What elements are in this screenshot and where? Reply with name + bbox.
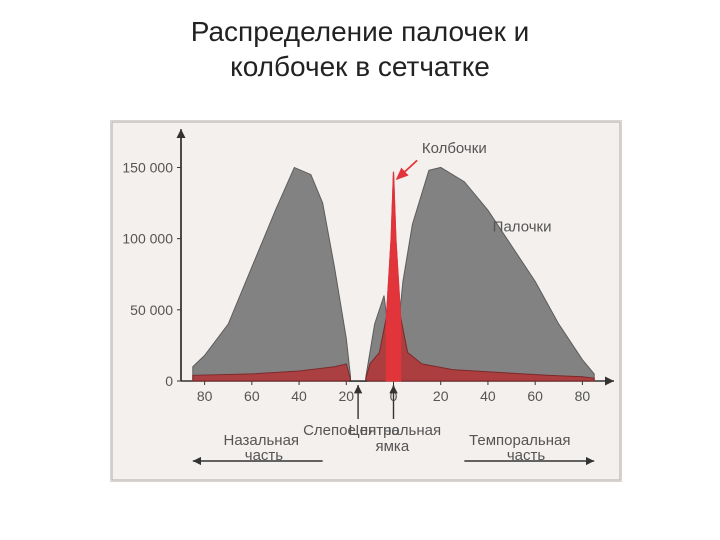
svg-text:150 000: 150 000 xyxy=(122,159,173,175)
svg-text:20: 20 xyxy=(433,388,449,404)
title-line-2: колбочек в сетчатке xyxy=(230,51,490,82)
svg-text:60: 60 xyxy=(244,388,260,404)
svg-text:0: 0 xyxy=(165,373,173,389)
chart-area: 050 000100 000150 00080604020020406080Ко… xyxy=(110,120,622,482)
svg-text:60: 60 xyxy=(527,388,543,404)
svg-text:80: 80 xyxy=(197,388,213,404)
page-title: Распределение палочек и колбочек в сетча… xyxy=(0,0,720,84)
temporal-label-2: часть xyxy=(507,447,546,464)
svg-text:80: 80 xyxy=(575,388,591,404)
chart-svg: 050 000100 000150 00080604020020406080Ко… xyxy=(111,121,621,481)
rods-label: Палочки xyxy=(493,219,552,236)
fovea-label-2: ямка xyxy=(376,438,410,455)
cones-label: Колбочки xyxy=(422,140,487,157)
nasal-label-2: часть xyxy=(245,447,284,464)
svg-text:40: 40 xyxy=(291,388,307,404)
svg-text:40: 40 xyxy=(480,388,496,404)
title-line-1: Распределение палочек и xyxy=(191,16,530,47)
blind-spot-gap xyxy=(351,139,365,381)
svg-text:100 000: 100 000 xyxy=(122,231,173,247)
svg-text:20: 20 xyxy=(338,388,354,404)
fovea-label-1: Центральная xyxy=(349,422,442,439)
svg-text:50 000: 50 000 xyxy=(130,302,173,318)
